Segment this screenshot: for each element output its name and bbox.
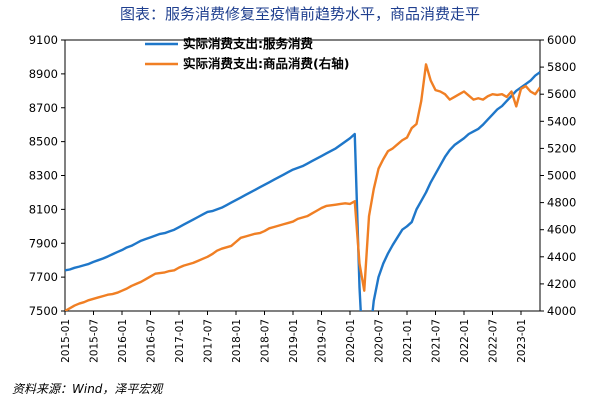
y-right-tick-label: 4800 — [547, 196, 576, 210]
x-tick-label: 2018-01 — [231, 319, 243, 363]
y-left-tick-label: 8700 — [29, 101, 58, 115]
legend: 实际消费支出:服务消费 实际消费支出:商品消费(右轴) — [145, 36, 349, 71]
y-left-tick-label: 8300 — [29, 169, 58, 183]
y-right-tick-label: 4200 — [547, 277, 576, 291]
x-tick-label: 2017-07 — [203, 319, 215, 363]
chart-title: 图表：服务消费修复至疫情前趋势水平，商品消费走平 — [120, 5, 480, 23]
y-right-tick-label: 4600 — [547, 223, 576, 237]
legend-label-services: 实际消费支出:服务消费 — [183, 36, 313, 51]
x-tick-label: 2021-07 — [431, 319, 443, 363]
x-tick-label: 2023-01 — [516, 319, 528, 363]
series-group — [65, 63, 540, 311]
x-tick-label: 2019-01 — [288, 319, 300, 363]
x-tick-label: 2021-01 — [402, 319, 414, 363]
y-left-tick-label: 7500 — [29, 304, 58, 318]
y-left-tick-label: 8900 — [29, 67, 58, 81]
x-tick-label: 2016-01 — [117, 319, 129, 363]
y-right-tick-label: 5400 — [547, 114, 576, 128]
y-left-tick-label: 8100 — [29, 202, 58, 216]
y-right-tick-label: 6000 — [547, 33, 576, 47]
x-tick-label: 2019-07 — [317, 319, 329, 363]
x-axis: 2015-01 2015-07 2016-01 2016-07 2017-01 2017-… — [60, 311, 528, 363]
series-line-goods — [65, 63, 540, 311]
y-left-tick-label: 7700 — [29, 270, 58, 284]
x-tick-label: 2020-07 — [374, 319, 386, 363]
y-left-tick-label: 8500 — [29, 135, 58, 149]
y-right-tick-label: 5000 — [547, 169, 576, 183]
legend-label-goods: 实际消费支出:商品消费(右轴) — [183, 56, 349, 71]
series-line-services — [65, 71, 540, 311]
source-note: 资料来源：Wind，泽平宏观 — [12, 382, 164, 396]
y-left-axis: 9100 8900 8700 8500 8300 8100 7900 7700 7500 — [29, 33, 65, 318]
y-right-tick-label: 5200 — [547, 141, 576, 155]
x-tick-label: 2018-07 — [260, 319, 272, 363]
x-tick-label: 2016-07 — [146, 319, 158, 363]
y-left-tick-label: 7900 — [29, 236, 58, 250]
y-right-tick-label: 5800 — [547, 60, 576, 74]
y-right-tick-label: 4400 — [547, 250, 576, 264]
x-tick-label: 2017-01 — [174, 319, 186, 363]
x-tick-label: 2020-01 — [345, 319, 357, 363]
y-left-tick-label: 9100 — [29, 33, 58, 47]
plot-frame — [64, 39, 541, 312]
x-tick-label: 2015-07 — [89, 319, 101, 363]
x-tick-label: 2022-01 — [459, 319, 471, 363]
x-tick-label: 2015-01 — [60, 319, 72, 363]
y-right-tick-label: 4000 — [547, 304, 576, 318]
y-right-tick-label: 5600 — [547, 87, 576, 101]
y-right-axis: 6000 5800 5600 5400 5200 5000 4800 4600 4400 4200… — [540, 33, 576, 318]
x-tick-label: 2022-07 — [488, 319, 500, 363]
